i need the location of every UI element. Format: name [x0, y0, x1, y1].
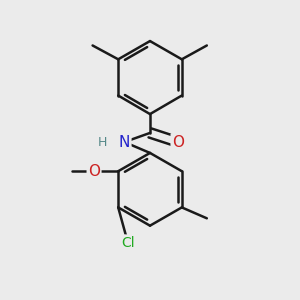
Text: N: N: [119, 134, 130, 149]
Text: O: O: [88, 164, 100, 179]
Text: Cl: Cl: [121, 236, 135, 250]
Text: O: O: [172, 134, 184, 149]
Text: H: H: [98, 136, 108, 148]
